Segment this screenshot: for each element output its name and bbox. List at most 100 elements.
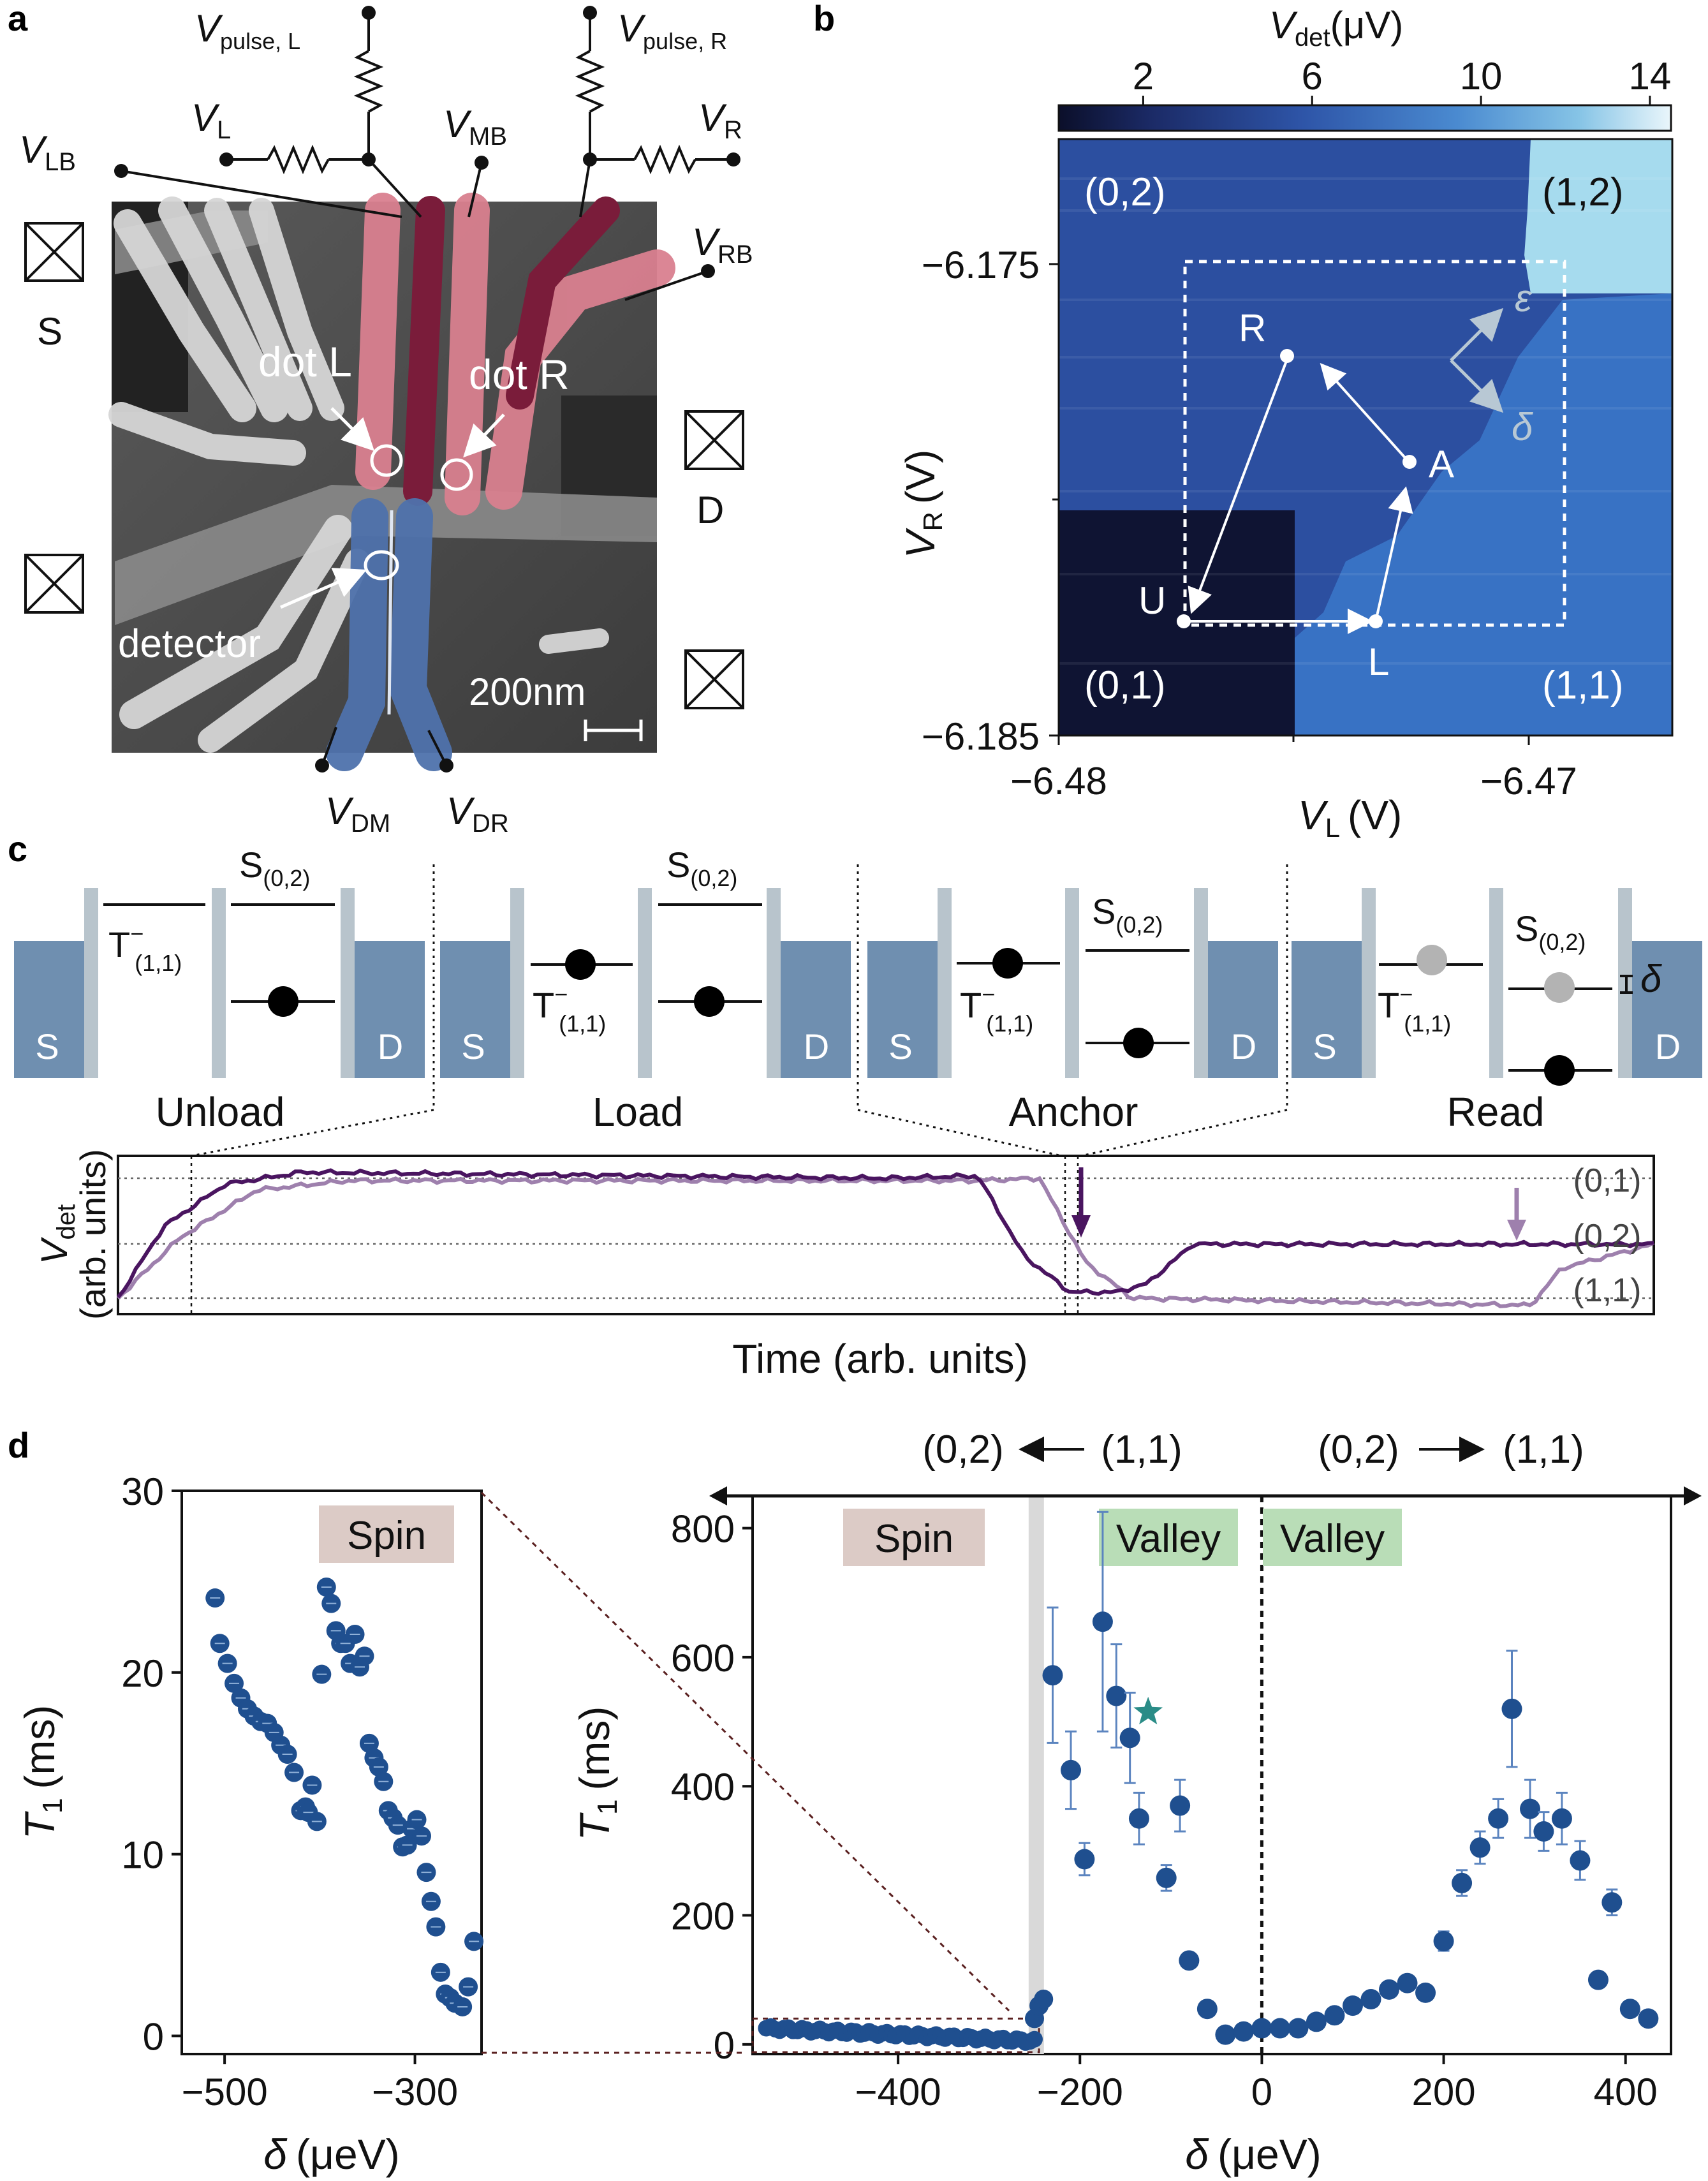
dot-r-label: dot R bbox=[469, 351, 570, 398]
panel-d: d Spin 0 10 20 30 −500 −300 T1(ms) δ (μeV) Spi… bbox=[8, 1425, 1702, 2178]
gate-label-l: VL bbox=[191, 96, 231, 144]
barrier bbox=[212, 888, 226, 1078]
trace-ylabel-units: (arb. units) bbox=[73, 1149, 113, 1320]
barrier bbox=[84, 888, 98, 1078]
trace-arrows bbox=[1071, 1167, 1526, 1241]
main-point bbox=[1570, 1850, 1591, 1871]
point-l: L bbox=[1368, 640, 1389, 683]
inset-ytick-label: 10 bbox=[121, 1834, 164, 1877]
main-point bbox=[1638, 2008, 1659, 2029]
inset-xtick-label: −500 bbox=[182, 2071, 268, 2113]
panel-c-label: c bbox=[8, 829, 27, 869]
main-point bbox=[1215, 2024, 1236, 2045]
panel-b-label: b bbox=[813, 0, 835, 38]
b-xtick-1: −6.47 bbox=[1480, 760, 1577, 802]
main-xtick-label: 400 bbox=[1594, 2071, 1658, 2113]
drain-reservoir bbox=[1632, 941, 1702, 1078]
main-xtick-label: 0 bbox=[1251, 2071, 1272, 2113]
main-point bbox=[1520, 1798, 1541, 1819]
region-1-2: (1,2) bbox=[1542, 170, 1623, 214]
inset-axes bbox=[180, 1490, 483, 2055]
delta-label: δ bbox=[1512, 406, 1533, 448]
arrow-right-to: (1,1) bbox=[1503, 1428, 1584, 1472]
main-points bbox=[758, 1511, 1659, 2051]
barrier bbox=[767, 888, 781, 1078]
main-point bbox=[1360, 1989, 1381, 2010]
electron bbox=[565, 949, 596, 980]
colorbar-tick-label: 2 bbox=[1133, 55, 1154, 98]
main-point bbox=[1074, 1849, 1095, 1870]
main-point bbox=[1196, 1999, 1218, 2020]
barrier bbox=[938, 888, 952, 1078]
panel-a-label: a bbox=[8, 0, 28, 38]
main-point bbox=[1269, 2018, 1290, 2039]
main-point-edge bbox=[1034, 1990, 1054, 2009]
panel-b: b Vdet(μV) 2 6 10 14 bbox=[813, 0, 1674, 843]
state-label-0-2: (0,2) bbox=[1573, 1218, 1642, 1255]
b-ylabel: VR(V) bbox=[897, 450, 948, 558]
inset-spin-tag bbox=[319, 1505, 454, 1563]
main-xtick-label: 200 bbox=[1412, 2071, 1476, 2113]
main-ticks: 0 200 400 600 800 −400 −200 0 200 400 bbox=[671, 1508, 1658, 2113]
detector-label: detector bbox=[118, 622, 261, 666]
main-point bbox=[1251, 2018, 1272, 2039]
main-ytick-label: 600 bbox=[671, 1637, 735, 1680]
main-point bbox=[1306, 2011, 1327, 2032]
s-level-label: S(0,2) bbox=[1515, 908, 1586, 955]
main-point bbox=[1397, 1972, 1418, 1993]
main-point bbox=[1061, 1759, 1082, 1780]
scale-bar-label: 200nm bbox=[469, 670, 585, 713]
energy-diagrams: S D S D S D S D T− (1,1) S(0,2) T− (1,1) S(0,2) T− (1,1… bbox=[14, 845, 1702, 1086]
trace-xlabel: Time (arb. units) bbox=[732, 1336, 1028, 1382]
gate-label-lb: VLB bbox=[19, 128, 76, 176]
valley-tag-left bbox=[1099, 1509, 1238, 1566]
main-point bbox=[1170, 1795, 1191, 1816]
main-point bbox=[1233, 2021, 1254, 2042]
contacts bbox=[24, 222, 744, 709]
trace-lines bbox=[116, 1168, 1655, 1308]
gate-label-mb: VMB bbox=[443, 103, 507, 151]
inset-ytick-label: 20 bbox=[121, 1652, 164, 1695]
colorbar bbox=[1057, 104, 1672, 132]
source-label: S bbox=[888, 1026, 912, 1067]
inset-points bbox=[205, 1577, 484, 2016]
inset-ytick-label: 30 bbox=[121, 1470, 164, 1513]
arrow-right-from: (0,2) bbox=[1318, 1428, 1399, 1472]
stage-read: Read bbox=[1447, 1089, 1545, 1135]
main-ytick-label: 0 bbox=[714, 2024, 735, 2067]
panel-b-axes bbox=[1049, 263, 1530, 745]
star-marker bbox=[1133, 1696, 1163, 1725]
source-label: S bbox=[461, 1026, 485, 1067]
drain-reservoir bbox=[355, 941, 425, 1078]
main-point bbox=[1469, 1837, 1491, 1858]
sem-image: dot L dot R detector 200nm bbox=[108, 193, 675, 771]
colorbar-tick-label: 14 bbox=[1629, 55, 1672, 98]
panel-a: a bbox=[8, 0, 753, 838]
gate-label-pulse-l: Vpulse, L bbox=[195, 7, 300, 54]
drain-label: D bbox=[1655, 1026, 1681, 1067]
electron bbox=[1123, 1028, 1154, 1058]
delta-label: δ bbox=[1640, 957, 1662, 1000]
inset-ylabel: T1(ms) bbox=[16, 1705, 68, 1840]
t-level-label: T− (1,1) bbox=[1378, 981, 1451, 1037]
barrier bbox=[1065, 888, 1079, 1078]
point-r: R bbox=[1239, 307, 1266, 350]
main-point bbox=[1092, 1611, 1113, 1632]
main-point bbox=[1042, 1665, 1063, 1686]
trace-ylabel: Vdet bbox=[34, 1204, 80, 1264]
contact-s-label: S bbox=[37, 310, 63, 353]
main-xtick-label: −200 bbox=[1037, 2071, 1123, 2113]
gate-label-pulse-r: Vpulse, R bbox=[617, 7, 727, 54]
inset-xlabel: δ (μeV) bbox=[263, 2131, 399, 2178]
contact-d-label: D bbox=[696, 489, 724, 531]
transition-arrows bbox=[709, 1437, 1702, 1505]
barrier bbox=[1489, 888, 1503, 1078]
b-ytick-1: −6.185 bbox=[922, 715, 1040, 758]
main-point bbox=[1619, 1999, 1640, 2020]
epsilon-label: ε bbox=[1515, 277, 1533, 320]
gate-labels: Vpulse, L Vpulse, R VL VR VLB VMB VRB VD… bbox=[19, 7, 753, 838]
wiring-nodes bbox=[114, 6, 740, 773]
zoom-box bbox=[751, 2017, 1040, 2053]
s-level-label: S(0,2) bbox=[239, 845, 310, 891]
